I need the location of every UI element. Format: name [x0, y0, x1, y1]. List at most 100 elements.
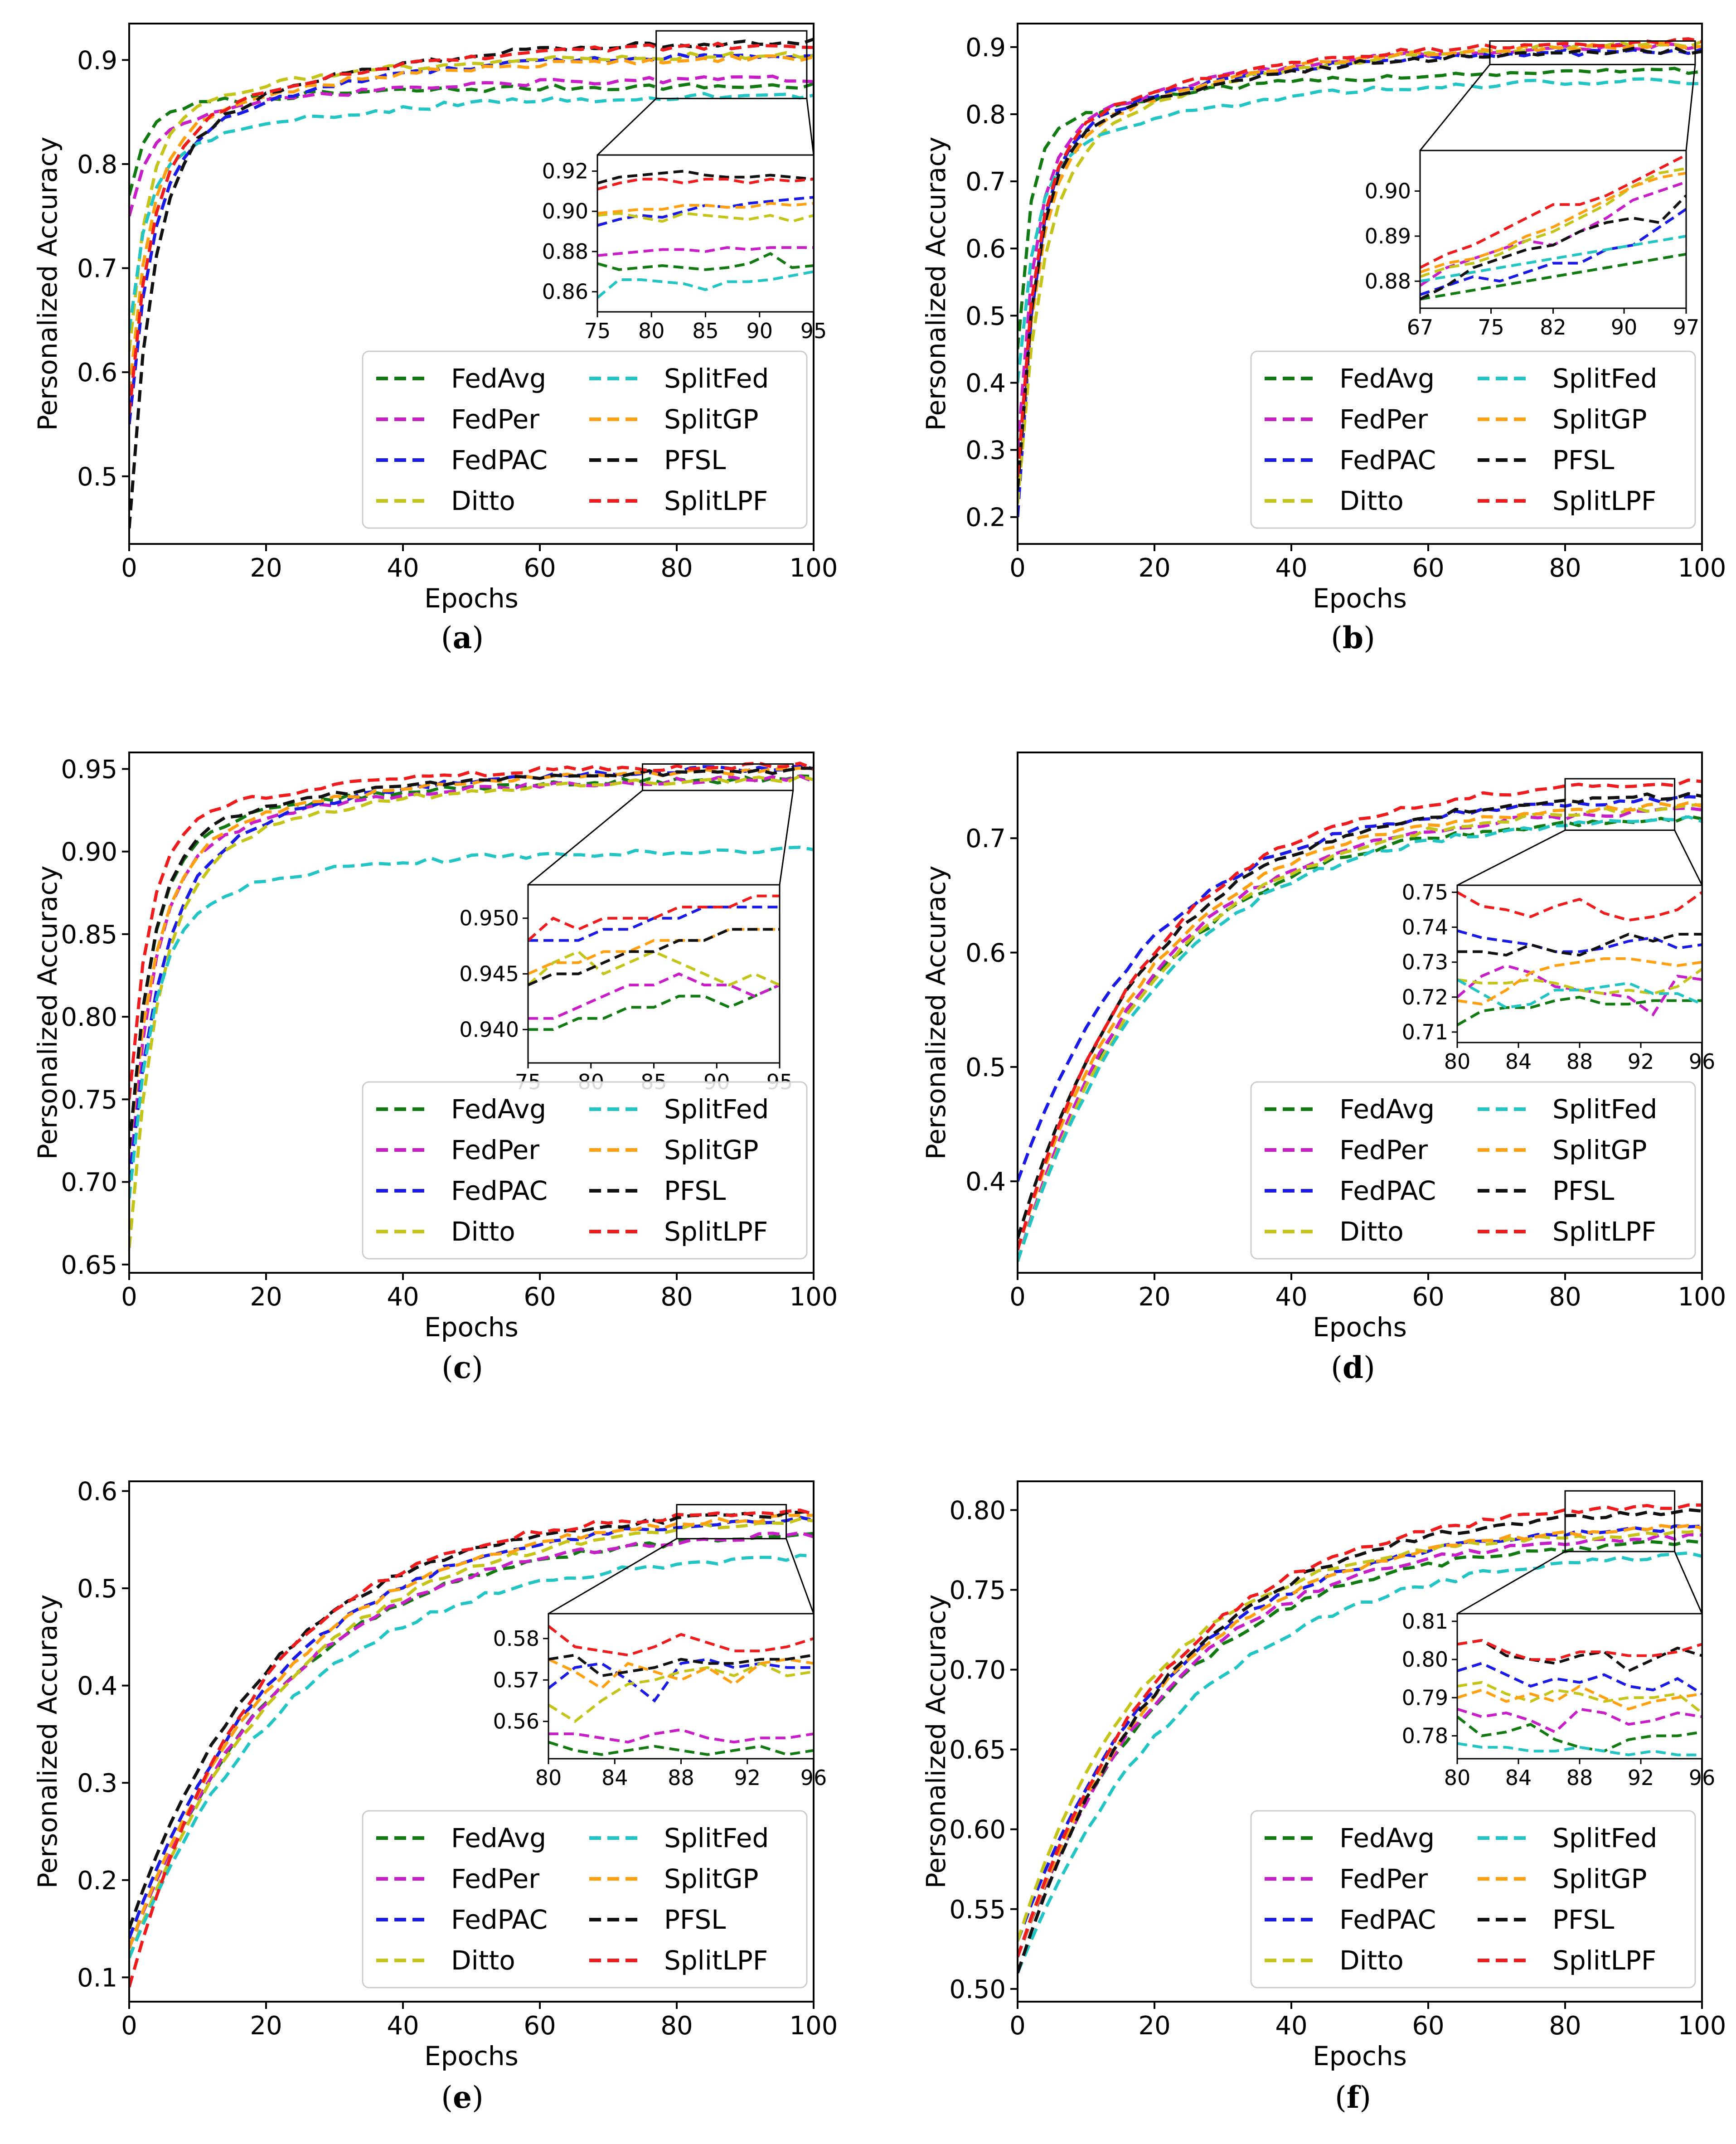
legend-label-pfsl: PFSL — [1552, 445, 1614, 475]
inset-series-group — [597, 170, 814, 299]
inset-y-tick-label: 0.88 — [1365, 269, 1411, 293]
inset-y-tick-label: 0.71 — [1402, 1020, 1448, 1044]
panel-caption: (f) — [1335, 2080, 1371, 2115]
inset-y-tick-label: 0.92 — [542, 159, 588, 183]
inset-line-ditto — [1457, 1681, 1702, 1714]
chart-panel-a: 0 20 40 60 80 100 0.5 0.6 0.7 0.8 0.9 Epochs Persona… — [32, 23, 838, 655]
y-tick-label: 0.6 — [965, 234, 1006, 264]
inset-series-group — [528, 894, 780, 1031]
inset-x-tick-label: 90 — [746, 319, 773, 343]
inset-x-tick-label: 85 — [692, 319, 719, 343]
x-axis-label: Epochs — [1313, 583, 1407, 614]
legend-label-pfsl: PFSL — [664, 1175, 726, 1206]
series-line-pfsl — [129, 1509, 814, 1930]
y-axis-label: Personalized Accuracy — [921, 137, 951, 431]
inset-x-tick-label: 84 — [1505, 1049, 1532, 1074]
inset-line-splitlpf — [548, 1625, 814, 1657]
zoom-connector — [1674, 829, 1703, 886]
y-tick-label: 0.5 — [77, 462, 117, 492]
inset-line-pfsl — [1420, 194, 1686, 301]
series-line-ditto — [1018, 803, 1702, 1262]
zoom-connector — [596, 98, 657, 156]
inset-y-tick-label: 0.950 — [459, 906, 519, 931]
inset-line-ditto — [528, 950, 780, 987]
legend-label-ditto: Ditto — [451, 1216, 515, 1247]
inset-line-splitfed — [597, 270, 814, 299]
series-line-splitlpf — [129, 1509, 814, 1988]
series-line-fedper — [1018, 42, 1702, 450]
inset-x-tick-label: 92 — [734, 1766, 761, 1790]
inset-line-splitlpf — [528, 894, 780, 942]
inset-line-fedper — [1457, 1707, 1702, 1734]
y-axis-label: Personalized Accuracy — [921, 1595, 951, 1889]
inset-line-pfsl — [528, 928, 780, 986]
inset-y-tick-label: 0.90 — [1365, 179, 1411, 203]
zoom-connector — [1685, 64, 1696, 151]
legend-label-pfsl: PFSL — [1552, 1904, 1614, 1935]
y-tick-label: 0.80 — [61, 1003, 117, 1032]
y-tick-label: 0.95 — [61, 755, 117, 784]
series-line-fedper — [1018, 806, 1702, 1262]
y-tick-label: 0.65 — [61, 1251, 117, 1280]
x-tick-label: 80 — [1549, 2011, 1581, 2041]
legend-label-splitgp: SplitGP — [1552, 1135, 1647, 1165]
panel-caption: (b) — [1331, 620, 1375, 655]
inset-x-tick-label: 96 — [800, 1766, 827, 1790]
series-line-fedavg — [1018, 67, 1702, 349]
legend-box — [362, 1081, 808, 1260]
legend-label-splitlpf: SplitLPF — [1552, 1945, 1656, 1976]
series-line-splitlpf — [129, 41, 814, 414]
zoom-rectangle — [1564, 1490, 1676, 1552]
legend-label-fedper: FedPer — [1339, 1135, 1428, 1165]
inset-frame — [1456, 884, 1703, 1043]
inset-y-tick-label: 0.89 — [1365, 224, 1411, 248]
x-tick-label: 0 — [121, 553, 137, 583]
inset-line-splitfed — [1420, 234, 1686, 283]
legend-label-splitlpf: SplitLPF — [664, 485, 768, 516]
legend-label-splitlpf: SplitLPF — [1552, 1216, 1656, 1247]
inset-line-fedpac — [1457, 1662, 1702, 1695]
x-tick-label: 0 — [121, 2011, 137, 2041]
inset-series-group — [548, 1625, 814, 1756]
inset-x-tick-label: 67 — [1407, 315, 1434, 340]
inset-x-tick-label: 88 — [1566, 1049, 1593, 1074]
legend-label-fedpac: FedPAC — [1339, 445, 1436, 475]
inset-y-tick-label: 0.74 — [1402, 915, 1448, 940]
y-tick-label: 0.3 — [77, 1769, 117, 1798]
x-axis-label: Epochs — [424, 1312, 519, 1343]
x-tick-label: 20 — [250, 1282, 282, 1312]
zoom-connector — [806, 98, 815, 155]
inset-line-fedper — [597, 246, 814, 257]
inset-line-fedavg — [1420, 252, 1686, 301]
y-tick-label: 0.6 — [965, 939, 1006, 968]
legend-label-splitfed: SplitFed — [1552, 1823, 1657, 1853]
legend-label-fedper: FedPer — [451, 1135, 539, 1165]
chart-panel-c: 0 20 40 60 80 100 0.65 0.70 0.75 0.80 0.85 0.90 0.95… — [32, 752, 838, 1385]
x-axis-label: Epochs — [424, 2041, 519, 2071]
series-line-splitgp — [1018, 41, 1702, 490]
inset-line-splitgp — [548, 1658, 814, 1690]
legend-box — [1250, 350, 1696, 529]
inset-series-group — [1420, 154, 1686, 301]
zoom-rectangle — [642, 763, 794, 791]
inset-y-tick-label: 0.80 — [1402, 1647, 1448, 1672]
inset-x-tick-label: 80 — [638, 319, 665, 343]
legend-label-ditto: Ditto — [1339, 485, 1404, 516]
series-line-splitgp — [129, 1513, 814, 1949]
inset-line-fedavg — [1457, 995, 1702, 1027]
legend-label-fedpac: FedPAC — [1339, 1175, 1436, 1206]
series-group — [1018, 37, 1702, 517]
y-tick-label: 0.70 — [61, 1168, 117, 1198]
legend-label-splitgp: SplitGP — [664, 404, 759, 435]
inset-line-splitlpf — [1420, 154, 1686, 269]
x-tick-label: 40 — [1275, 2011, 1307, 2041]
series-line-splitfed — [129, 1553, 814, 1959]
x-tick-label: 0 — [1009, 553, 1026, 583]
series-line-fedper — [129, 1531, 814, 1949]
inset-line-splitgp — [1420, 171, 1686, 274]
panel-caption-letter: d — [1343, 1350, 1363, 1385]
inset-line-fedper — [1457, 964, 1702, 1017]
y-tick-label: 0.55 — [949, 1895, 1006, 1925]
legend-label-splitlpf: SplitLPF — [1552, 485, 1656, 516]
x-tick-label: 60 — [1412, 1282, 1444, 1312]
